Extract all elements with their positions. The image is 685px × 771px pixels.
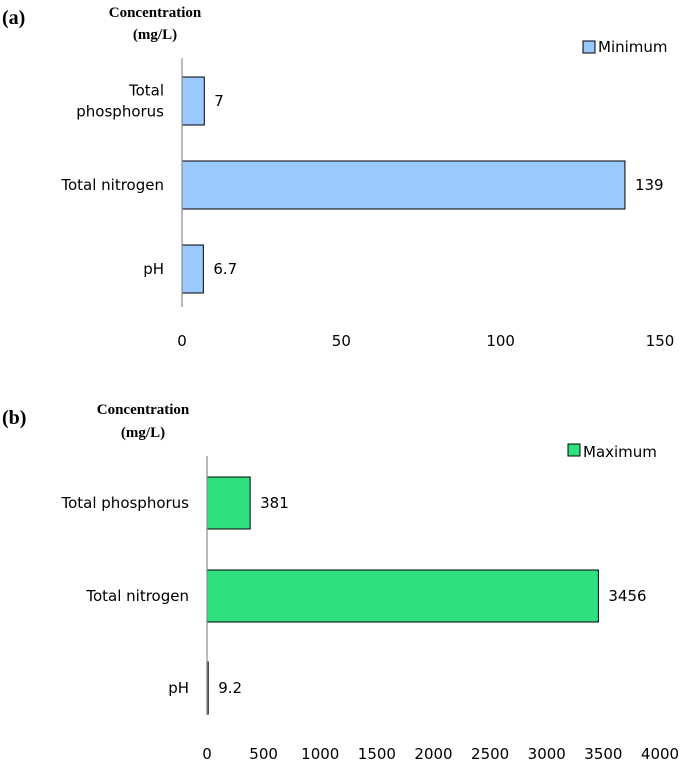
legend-swatch [567, 443, 581, 457]
x-tick-label: 3500 [584, 745, 622, 763]
chart-panel-a: (a) Concentration (mg/L) 7 Total phosphorus 13… [2, 5, 674, 350]
bar-total-nitrogen [206, 569, 599, 623]
x-tick-label: 3000 [528, 745, 566, 763]
data-label: 9.2 [218, 679, 242, 697]
x-tick-label: 1500 [358, 745, 396, 763]
x-tick-label: 0 [202, 745, 212, 763]
x-tick-label: 4000 [641, 745, 679, 763]
category-label: Total phosphorus [60, 494, 189, 512]
x-tick-label: 2000 [414, 745, 452, 763]
x-tick-label: 1000 [301, 745, 339, 763]
panel-label: (a) [2, 7, 25, 29]
y-axis-title: Concentration [109, 5, 202, 21]
bar-ph [181, 244, 204, 294]
x-tick-label: 2500 [471, 745, 509, 763]
bar-total-phosphorus [181, 76, 205, 126]
category-label: pH [168, 679, 189, 697]
bar-total-nitrogen [181, 160, 626, 210]
x-tick-label: 150 [646, 332, 675, 350]
legend-swatch [582, 40, 596, 54]
data-label: 381 [260, 494, 289, 512]
bar-total-phosphorus [206, 476, 251, 530]
x-tick-label: 100 [486, 332, 515, 350]
x-tick-label: 0 [177, 332, 187, 350]
category-label: Total nitrogen [85, 587, 189, 605]
legend-label: Minimum [598, 38, 668, 56]
x-tick-label: 500 [249, 745, 278, 763]
y-axis-title: Concentration [97, 402, 190, 418]
category-label: pH [143, 260, 164, 278]
chart-panel-b: (b) Concentration (mg/L) 381 Total phosphoru… [2, 402, 679, 763]
x-tick-label: 50 [332, 332, 351, 350]
legend-label: Maximum [583, 443, 657, 461]
y-axis-unit: (mg/L) [133, 27, 177, 43]
data-label: 3456 [608, 587, 646, 605]
y-axis-unit: (mg/L) [121, 425, 165, 441]
data-label: 6.7 [213, 260, 237, 278]
category-label: Total nitrogen [60, 176, 164, 194]
data-label: 139 [635, 176, 664, 194]
data-label: 7 [214, 92, 224, 110]
panel-label: (b) [2, 407, 26, 429]
category-label: Total [128, 82, 164, 100]
category-label: phosphorus [76, 103, 164, 121]
